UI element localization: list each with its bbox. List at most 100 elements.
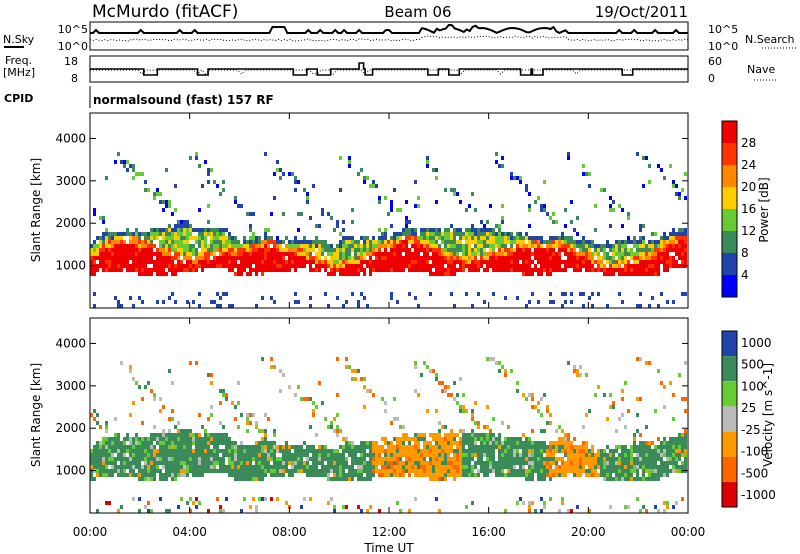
heatmap-cell (309, 304, 312, 308)
heatmap-cell (270, 268, 273, 272)
heatmap-cell (213, 461, 216, 465)
heatmap-cell (543, 465, 546, 469)
heatmap-cell (456, 256, 459, 260)
heatmap-cell (276, 240, 279, 244)
heatmap-cell (459, 268, 462, 272)
heatmap-cell (330, 264, 333, 268)
heatmap-cell (279, 252, 282, 256)
heatmap-cell (150, 240, 153, 244)
heatmap-cell (219, 248, 222, 252)
heatmap-cell (630, 461, 633, 465)
heatmap-cell (114, 236, 117, 240)
heatmap-cell (561, 236, 564, 240)
heatmap-cell (126, 449, 129, 453)
heatmap-cell (558, 260, 561, 264)
heatmap-cell (591, 473, 594, 477)
heatmap-cell (561, 304, 564, 308)
heatmap-cell (324, 457, 327, 461)
heatmap-cell (207, 461, 210, 465)
heatmap-cell (489, 228, 492, 232)
heatmap-cell (93, 248, 96, 252)
heatmap-cell (177, 224, 180, 228)
heatmap-cell (444, 433, 447, 437)
heatmap-cell (141, 453, 144, 457)
heatmap-cell (405, 224, 408, 228)
heatmap-cell (495, 244, 498, 248)
heatmap-cell (246, 465, 249, 469)
heatmap-cell (636, 260, 639, 264)
heatmap-cell (402, 449, 405, 453)
heatmap-cell (576, 469, 579, 473)
heatmap-cell (684, 449, 687, 453)
heatmap-cell (171, 232, 174, 236)
heatmap-cell (459, 449, 462, 453)
heatmap-cell (417, 441, 420, 445)
heatmap-cell (171, 272, 174, 276)
heatmap-cell (294, 461, 297, 465)
heatmap-cell (153, 437, 156, 441)
heatmap-cell (261, 244, 264, 248)
heatmap-cell (285, 260, 288, 264)
heatmap-cell (225, 445, 228, 449)
heatmap-cell (453, 304, 456, 308)
heatmap-cell (351, 264, 354, 268)
heatmap-cell (402, 433, 405, 437)
heatmap-cell (123, 469, 126, 473)
heatmap-cell (384, 248, 387, 252)
heatmap-cell (513, 264, 516, 268)
heatmap-cell (234, 469, 237, 473)
heatmap-cell (534, 445, 537, 449)
heatmap-cell (273, 260, 276, 264)
heatmap-cell (414, 465, 417, 469)
heatmap-cell (174, 461, 177, 465)
heatmap-cell (219, 509, 222, 513)
heatmap-cell (138, 477, 141, 481)
heatmap-cell (309, 473, 312, 477)
heatmap-cell (579, 248, 582, 252)
heatmap-cell (243, 469, 246, 473)
heatmap-cell (330, 457, 333, 461)
heatmap-cell (552, 212, 555, 216)
heatmap-cell (504, 252, 507, 256)
heatmap-cell (669, 244, 672, 248)
heatmap-cell (222, 509, 225, 513)
heatmap-cell (636, 268, 639, 272)
heatmap-cell (144, 473, 147, 477)
heatmap-cell (603, 272, 606, 276)
heatmap-cell (402, 268, 405, 272)
heatmap-cell (501, 365, 504, 369)
heatmap-cell (375, 244, 378, 248)
heatmap-cell (324, 449, 327, 453)
heatmap-cell (183, 236, 186, 240)
heatmap-cell (372, 461, 375, 465)
heatmap-cell (150, 473, 153, 477)
heatmap-cell (450, 244, 453, 248)
heatmap-cell (150, 252, 153, 256)
heatmap-cell (363, 377, 366, 381)
heatmap-cell (594, 465, 597, 469)
heatmap-cell (624, 256, 627, 260)
heatmap-cell (414, 180, 417, 184)
heatmap-cell (444, 457, 447, 461)
heatmap-cell (669, 461, 672, 465)
heatmap-cell (207, 445, 210, 449)
heatmap-cell (258, 441, 261, 445)
heatmap-cell (186, 300, 189, 304)
heatmap-cell (186, 252, 189, 256)
heatmap-cell (591, 252, 594, 256)
heatmap-cell (645, 264, 648, 268)
heatmap-cell (120, 505, 123, 509)
heatmap-cell (447, 264, 450, 268)
heatmap-cell (513, 176, 516, 180)
heatmap-cell (159, 409, 162, 413)
heatmap-cell (546, 449, 549, 453)
heatmap-cell (192, 300, 195, 304)
heatmap-cell (429, 272, 432, 276)
heatmap-cell (504, 240, 507, 244)
heatmap-cell (519, 469, 522, 473)
heatmap-cell (309, 268, 312, 272)
heatmap-cell (228, 457, 231, 461)
heatmap-cell (213, 244, 216, 248)
heatmap-cell (351, 268, 354, 272)
heatmap-cell (195, 461, 198, 465)
